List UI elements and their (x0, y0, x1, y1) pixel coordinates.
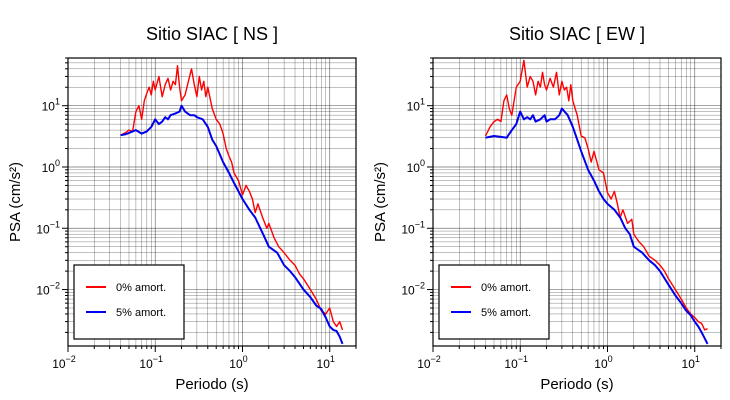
legend-label: 0% amort. (481, 282, 531, 294)
legend-label: 0% amort. (116, 282, 166, 294)
ns-y-axis-label: PSA (cm/s²) (7, 162, 24, 242)
ns-y-tick-label: 10−2 (36, 281, 60, 298)
ns-series-line-damping-0 (120, 64, 344, 331)
ew-y-axis-label: PSA (cm/s²) (372, 162, 389, 242)
ew-x-tick-label: 101 (682, 354, 700, 371)
ns-panel: 10−2 10−1 100 101 10−2 10−1 100 101 Sitio SIAC [… (7, 24, 357, 393)
legend-label: 5% amort. (481, 307, 531, 319)
ns-x-tick-label: 101 (317, 354, 335, 371)
ew-series (484, 59, 709, 345)
ew-x-axis-label: Periodo (s) (540, 376, 613, 393)
ew-y-tick-label: 10−1 (401, 219, 425, 236)
ns-x-tick-label: 10−2 (52, 354, 76, 371)
ew-tick-marks (427, 57, 722, 352)
ew-y-tick-label: 10−2 (401, 281, 425, 298)
ns-y-tick-label: 100 (42, 158, 60, 175)
ns-series (120, 64, 344, 345)
ns-x-axis-label: Periodo (s) (175, 376, 248, 393)
ns-y-tick-label: 10−1 (36, 219, 60, 236)
ew-plot-frame (432, 57, 722, 347)
ew-x-tick-label: 10−2 (417, 354, 441, 371)
ns-x-tick-label: 10−1 (139, 354, 163, 371)
ns-series-line-damping-5 (120, 104, 344, 345)
ew-series-line-damping-5 (485, 107, 709, 345)
ew-legend: 0% amort. 5% amort. (438, 264, 550, 340)
ew-series-line-damping-0 (484, 59, 708, 331)
ns-x-tick-label: 100 (229, 354, 247, 371)
ns-tick-marks (62, 57, 357, 352)
legend-label: 5% amort. (116, 307, 166, 319)
ew-y-tick-label: 100 (407, 158, 425, 175)
ew-chart-title: Sitio SIAC [ EW ] (509, 24, 645, 44)
ew-panel: 10−2 10−1 100 101 10−2 10−1 100 101 Sitio SIAC [… (372, 24, 722, 393)
ns-chart-title: Sitio SIAC [ NS ] (146, 24, 278, 44)
ns-legend: 0% amort. 5% amort. (73, 264, 185, 340)
ew-x-tick-label: 10−1 (504, 354, 528, 371)
ns-plot-frame (67, 57, 357, 347)
ns-y-tick-label: 101 (42, 97, 60, 114)
ew-x-tick-label: 100 (594, 354, 612, 371)
ew-y-tick-label: 101 (407, 97, 425, 114)
legend-box (438, 264, 550, 340)
legend-box (73, 264, 185, 340)
